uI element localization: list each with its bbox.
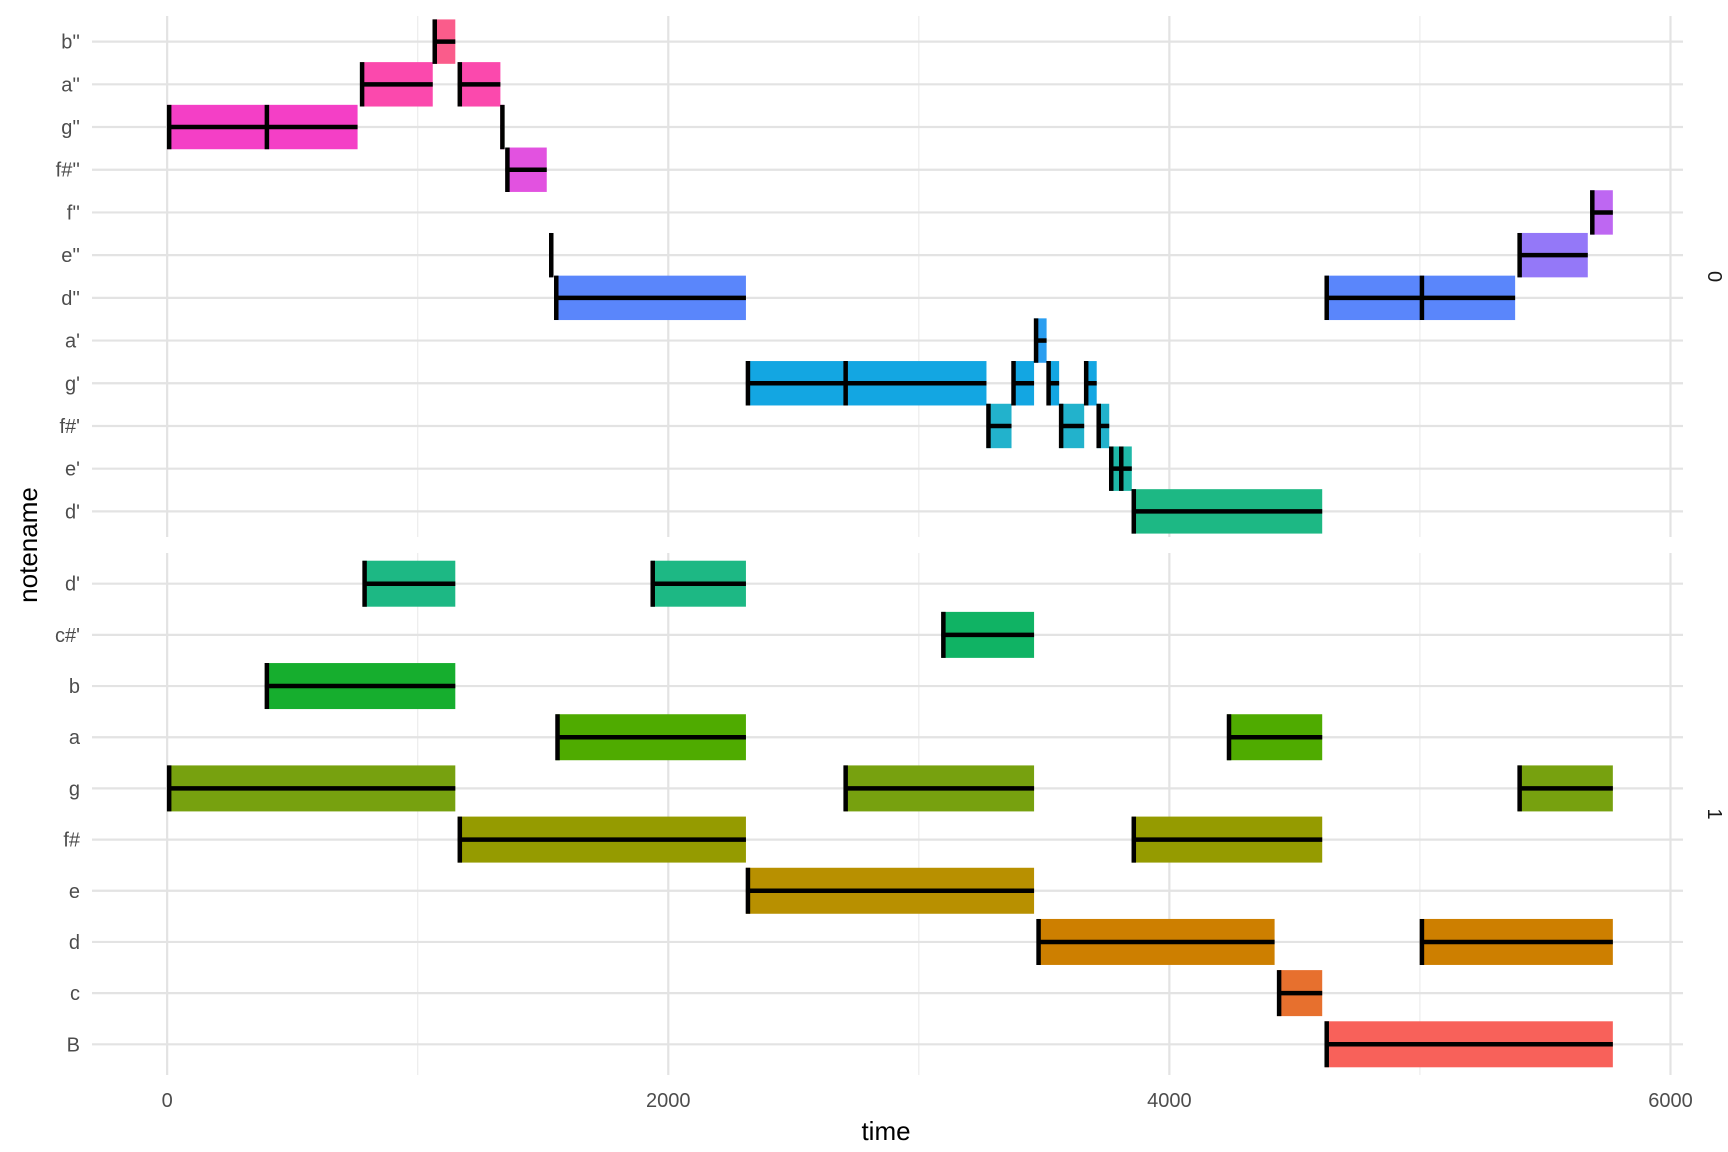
y-tick-label: a' xyxy=(65,331,80,353)
y-tick-label: a'' xyxy=(61,74,80,96)
y-tick-label: f# xyxy=(63,830,81,852)
y-tick-label: a xyxy=(69,727,81,749)
x-tick-label: 0 xyxy=(162,1090,173,1112)
y-tick-label: e' xyxy=(65,459,80,481)
y-tick-label: d' xyxy=(65,574,80,596)
y-tick-label: e xyxy=(69,881,80,903)
y-tick-label: f#'' xyxy=(56,160,80,182)
y-tick-label: b'' xyxy=(61,32,80,54)
y-tick-label: g'' xyxy=(61,117,80,139)
y-tick-label: f'' xyxy=(67,202,80,224)
facet-strip-label: 1 xyxy=(1703,808,1725,819)
y-tick-label: c#' xyxy=(55,625,80,647)
y-tick-label: c xyxy=(70,983,80,1005)
x-axis-title: time xyxy=(861,1116,910,1146)
facet-strip-label: 0 xyxy=(1703,271,1725,282)
x-tick-label: 6000 xyxy=(1648,1090,1693,1112)
axes: d' e' f#' g' a' d'' e'' f'' f#'' g'' a'' b'' 0 Bc d e f#… xyxy=(55,32,1725,1112)
panels xyxy=(166,19,1613,1068)
y-tick-label: d xyxy=(69,932,80,954)
y-tick-label: g' xyxy=(65,373,80,395)
y-tick-label: d'' xyxy=(61,288,80,310)
x-tick-label: 2000 xyxy=(646,1090,691,1112)
facet-panel-1 xyxy=(166,560,1613,1068)
y-axis-title: notename xyxy=(13,487,43,603)
x-tick-label: 4000 xyxy=(1147,1090,1192,1112)
y-tick-label: d' xyxy=(65,501,80,523)
y-tick-label: B xyxy=(67,1034,80,1056)
grid-layer xyxy=(92,16,1683,1075)
y-tick-label: f#' xyxy=(60,416,81,438)
y-tick-label: g xyxy=(69,778,80,800)
facet-panel-0 xyxy=(166,19,1613,534)
y-tick-label: b xyxy=(69,676,80,698)
y-tick-label: e'' xyxy=(61,245,80,267)
